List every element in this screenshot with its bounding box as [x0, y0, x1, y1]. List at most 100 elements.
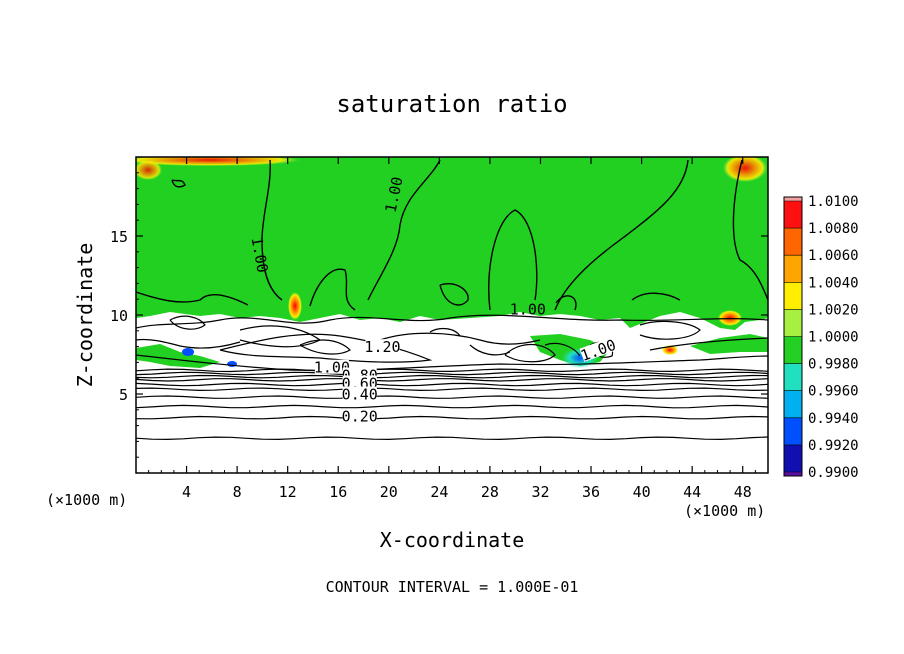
colorbar-label: 1.0020 — [808, 302, 859, 318]
contour-label: 1.00 — [314, 359, 350, 377]
colorbar-label: 1.0060 — [808, 248, 859, 264]
colorbar-swatch — [784, 197, 802, 201]
y-tick-label: 10 — [110, 307, 128, 325]
colorbar-swatch — [784, 309, 802, 337]
colorbar-label: 0.9960 — [808, 384, 859, 400]
x-tick-label: 40 — [633, 483, 651, 501]
contour-line — [544, 342, 581, 357]
contour-label-bg — [365, 339, 400, 354]
stratified-contour-line — [136, 404, 768, 409]
contour-line — [171, 179, 186, 188]
colorbar-label: 1.0100 — [808, 194, 859, 210]
y-axis-label: Z-coordinate — [73, 243, 97, 388]
contour-line — [367, 159, 441, 301]
contour-line — [379, 332, 541, 345]
contour-line — [732, 159, 768, 301]
colorbar-swatch — [784, 444, 802, 472]
x-tick-label: 48 — [734, 483, 752, 501]
x-tick-label: 28 — [481, 483, 499, 501]
stratified-contour-line — [136, 382, 768, 387]
contour-line — [136, 338, 241, 349]
contour-labels: 1.001.001.001.201.000.800.600.400.201.00 — [248, 175, 619, 426]
contour-line — [639, 320, 701, 340]
chart-title: saturation ratio — [336, 90, 567, 118]
x-tick-label: 4 — [182, 483, 191, 501]
contour-label-text: 1.00 — [510, 300, 546, 318]
x-tick-label: 32 — [531, 483, 549, 501]
plot-area: 1.001.001.001.201.000.800.600.400.201.00 — [136, 157, 768, 473]
colorbar-label: 0.9940 — [808, 411, 859, 427]
contour-label: 1.00 — [510, 300, 546, 318]
contour-label: 0.40 — [342, 386, 378, 404]
high-ratio-band-top — [136, 157, 300, 166]
contour-label-bg — [342, 375, 377, 390]
colorbar-swatch — [784, 363, 802, 391]
x-tick-label: 8 — [233, 483, 242, 501]
stratified-contour-line — [136, 395, 768, 399]
y-tick-label: 5 — [119, 386, 128, 404]
x-tick-label: 24 — [430, 483, 448, 501]
contour-line — [469, 344, 511, 356]
contour-label-text: 1.20 — [364, 338, 400, 356]
x-tick-label: 12 — [279, 483, 297, 501]
colorbar-swatch — [784, 255, 802, 283]
contour-label-bg — [342, 408, 377, 423]
colorbar-swatch — [784, 417, 802, 445]
contour-label: 0.20 — [342, 408, 378, 426]
colorbar-swatch — [784, 336, 802, 364]
high-ratio-spot-right — [718, 310, 742, 326]
stratified-contour-line — [136, 378, 768, 382]
colorbar-label: 1.0000 — [808, 330, 859, 346]
high-ratio-spot-left — [136, 160, 162, 180]
contour-line — [555, 295, 577, 311]
colorbar-label: 0.9980 — [808, 357, 859, 373]
x-axis-label: X-coordinate — [380, 528, 525, 552]
contour-label-text: 1.00 — [248, 235, 272, 274]
colorbar: 1.0100 1.0080 1.0060 1.0040 1.0020 1.0000 0.99… — [783, 194, 859, 481]
colorbar-swatch — [784, 228, 802, 256]
contour-line — [169, 315, 206, 330]
y-axis: 5 10 15 — [110, 172, 768, 458]
contour-label-bg — [579, 337, 617, 362]
contour-interval-footer: CONTOUR INTERVAL = 1.000E-01 — [326, 578, 579, 596]
colorbar-label: 0.9920 — [808, 438, 859, 454]
colorbar-label: 1.0040 — [808, 275, 859, 291]
stratified-contour-line — [136, 415, 768, 420]
contour-line — [136, 291, 249, 306]
stratified-contour-line — [136, 436, 768, 441]
colorbar-label: 0.9900 — [808, 465, 859, 481]
contour-line — [554, 159, 689, 311]
contour-label-text: 0.20 — [342, 408, 378, 426]
colorbar-swatch — [784, 201, 802, 229]
contour-line — [136, 314, 768, 329]
x-axis: 4 8 12 16 20 24 28 32 36 40 44 48 — [148, 157, 756, 501]
stratified-contours — [136, 368, 768, 441]
x-tick-label: 36 — [582, 483, 600, 501]
y-tick-label: 15 — [110, 228, 128, 246]
contour-line — [136, 354, 768, 372]
contour-line — [429, 327, 461, 337]
stratified-contour-line — [136, 387, 768, 392]
cloud-contours — [136, 314, 768, 372]
contour-line — [488, 209, 538, 311]
contour-label: 1.20 — [364, 338, 400, 356]
x-tick-label: 44 — [683, 483, 701, 501]
contour-line — [309, 268, 356, 311]
stratified-contour-line — [136, 371, 768, 376]
contour-line — [649, 337, 768, 351]
contour-label-text: 1.00 — [314, 359, 350, 377]
contour-line — [439, 283, 469, 306]
contour-label-bg — [314, 359, 349, 374]
contour-line — [299, 339, 351, 355]
contour-line — [261, 159, 283, 301]
contour-line — [631, 292, 681, 301]
x-tick-label: 16 — [329, 483, 347, 501]
high-ratio-band-top-right — [723, 157, 767, 182]
contour-label-text: 0.40 — [342, 386, 378, 404]
contour-line — [219, 333, 433, 363]
saturation-field — [136, 157, 768, 330]
colorbar-swatch — [784, 390, 802, 418]
colorbar-swatch — [784, 282, 802, 310]
low-ratio-spot-left — [182, 348, 194, 356]
